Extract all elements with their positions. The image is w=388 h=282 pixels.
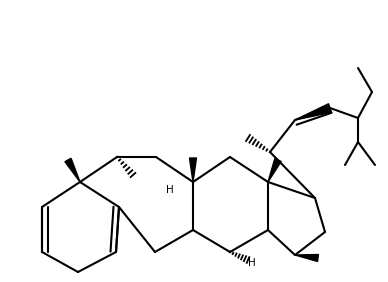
Text: H: H [248, 258, 256, 268]
Polygon shape [295, 104, 331, 120]
Polygon shape [268, 158, 281, 182]
Polygon shape [65, 158, 80, 182]
Polygon shape [295, 255, 319, 261]
Polygon shape [189, 158, 196, 182]
Text: H: H [166, 185, 174, 195]
